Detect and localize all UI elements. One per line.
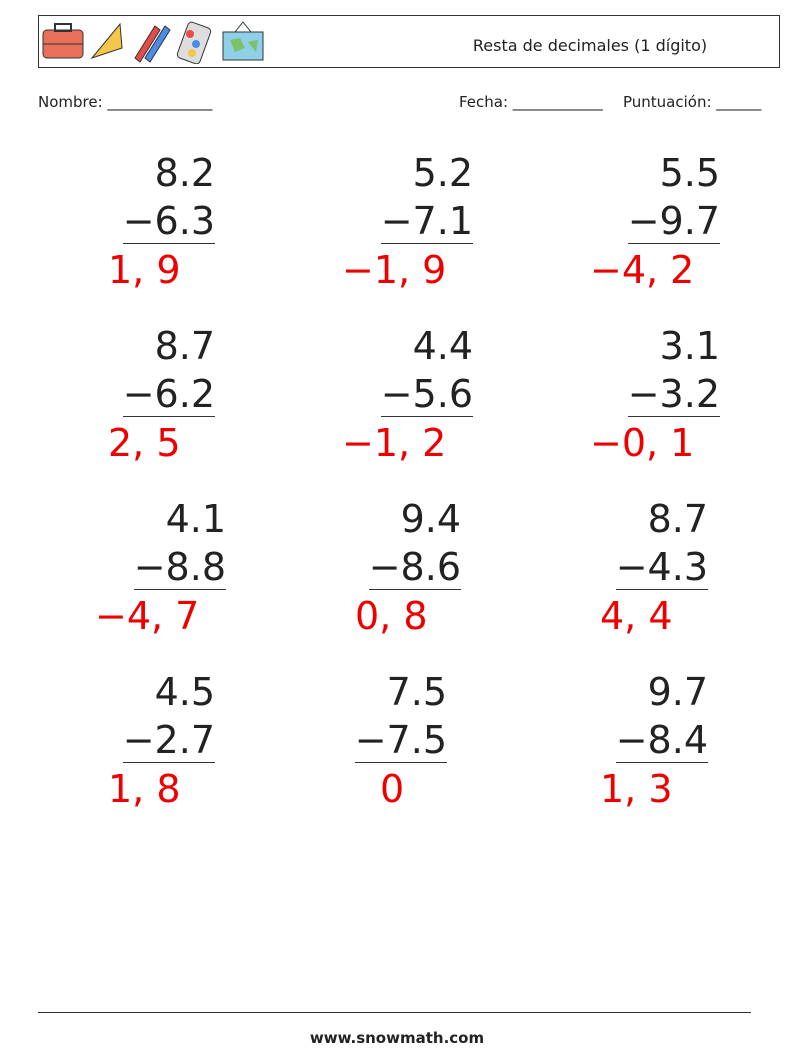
- subtrahend: −6.2: [122, 372, 215, 416]
- name-field: Nombre: ______________: [38, 93, 213, 111]
- subtrahend: −8.6: [368, 545, 461, 589]
- title: Resta de decimales (1 dígito): [472, 36, 708, 55]
- answer-line: [122, 762, 215, 763]
- answer-line: [615, 762, 708, 763]
- footer-site: www.snowmath.com: [309, 1029, 485, 1047]
- answer: −4, 2: [590, 248, 695, 292]
- subtrahend: −7.5: [354, 718, 447, 762]
- answer-line: [380, 416, 473, 417]
- minuend: 5.5: [659, 151, 720, 195]
- subtrahend: −8.8: [133, 545, 226, 589]
- minuend: 5.2: [412, 151, 473, 195]
- subtrahend: −7.1: [380, 199, 473, 243]
- minuend: 8.7: [647, 497, 708, 541]
- answer: 1, 8: [108, 767, 181, 811]
- subtrahend: −9.7: [627, 199, 720, 243]
- answer-line: [122, 416, 215, 417]
- minuend: 4.4: [412, 324, 473, 368]
- subtrahend: −6.3: [122, 199, 215, 243]
- subtrahend: −5.6: [380, 372, 473, 416]
- minuend: 9.4: [400, 497, 461, 541]
- answer: 4, 4: [600, 594, 673, 638]
- subtrahend: −8.4: [615, 718, 708, 762]
- answer: 1, 9: [108, 248, 181, 292]
- minuend: 3.1: [659, 324, 720, 368]
- answer: 2, 5: [108, 421, 181, 465]
- answer: 0: [380, 767, 405, 811]
- answer: 0, 8: [355, 594, 428, 638]
- answer-line: [627, 416, 720, 417]
- subtrahend: −4.3: [615, 545, 708, 589]
- answer-line: [354, 762, 447, 763]
- answer: −1, 2: [342, 421, 447, 465]
- minuend: 9.7: [647, 670, 708, 714]
- answer: −1, 9: [342, 248, 447, 292]
- answer-line: [133, 589, 226, 590]
- minuend: 8.2: [154, 151, 215, 195]
- answer-line: [368, 589, 461, 590]
- minuend: 8.7: [154, 324, 215, 368]
- answer: 1, 3: [600, 767, 673, 811]
- date-field: Fecha: ____________: [459, 93, 603, 111]
- footer-line: [38, 1012, 751, 1013]
- subtrahend: −2.7: [122, 718, 215, 762]
- score-field: Puntuación: ______: [623, 93, 762, 111]
- header-box: [38, 15, 780, 68]
- answer-line: [380, 243, 473, 244]
- minuend: 7.5: [386, 670, 447, 714]
- minuend: 4.5: [154, 670, 215, 714]
- minuend: 4.1: [165, 497, 226, 541]
- answer-line: [627, 243, 720, 244]
- answer-line: [122, 243, 215, 244]
- subtrahend: −3.2: [627, 372, 720, 416]
- answer: −0, 1: [590, 421, 695, 465]
- answer-line: [615, 589, 708, 590]
- header-icons: [42, 21, 264, 64]
- answer: −4, 7: [95, 594, 200, 638]
